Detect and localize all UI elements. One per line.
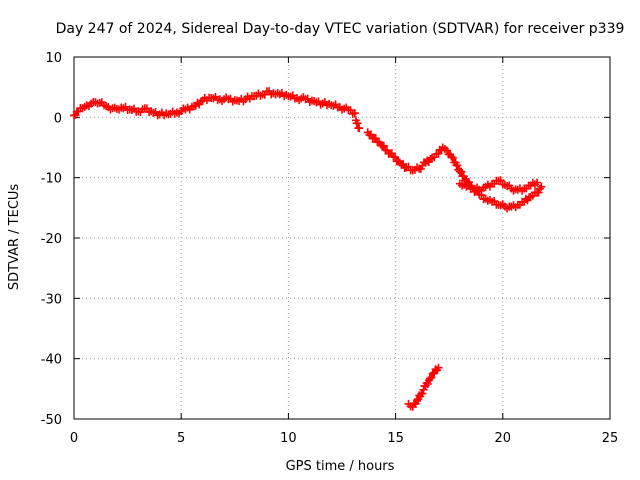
data-point: [448, 153, 457, 162]
data-points: [70, 87, 546, 411]
data-point: [418, 389, 427, 398]
x-tick-label: 15: [387, 431, 404, 446]
data-point: [413, 396, 422, 405]
data-point: [425, 374, 434, 383]
data-point: [537, 182, 546, 191]
data-point: [453, 161, 462, 170]
x-axis-label: GPS time / hours: [286, 459, 395, 474]
chart-title: Day 247 of 2024, Sidereal Day-to-day VTE…: [56, 21, 625, 37]
data-point: [353, 119, 362, 128]
data-point: [459, 172, 468, 181]
data-point: [457, 167, 466, 176]
y-tick-label: -20: [41, 232, 62, 247]
data-point: [434, 363, 443, 372]
y-tick-label: -40: [41, 353, 62, 368]
data-point: [428, 369, 437, 378]
data-point: [379, 141, 388, 150]
y-tick-label: -50: [41, 413, 62, 428]
data-point: [427, 373, 436, 382]
data-point: [350, 109, 359, 118]
y-tick-label: 0: [54, 111, 62, 126]
y-axis-label: SDTVAR / TECUs: [7, 184, 22, 291]
y-tick-label: -10: [41, 172, 62, 187]
x-tick-label: 5: [177, 431, 185, 446]
x-tick-label: 25: [602, 431, 619, 446]
y-tick-label: -30: [41, 292, 62, 307]
axis-ticks: 0 5 10 15 20 25 10 0 -10 -20 -30 -40 -50: [41, 51, 619, 446]
data-point: [533, 178, 542, 187]
data-point: [496, 176, 505, 185]
x-tick-label: 10: [280, 431, 297, 446]
data-point: [534, 188, 543, 197]
x-tick-label: 0: [70, 431, 78, 446]
data-point: [355, 124, 364, 133]
data-point: [196, 97, 205, 106]
data-point: [423, 379, 432, 388]
grid: [74, 57, 610, 419]
data-point: [426, 154, 435, 163]
y-tick-label: 10: [45, 51, 62, 66]
data-point: [447, 152, 456, 161]
data-point: [443, 146, 452, 155]
x-tick-label: 20: [495, 431, 512, 446]
